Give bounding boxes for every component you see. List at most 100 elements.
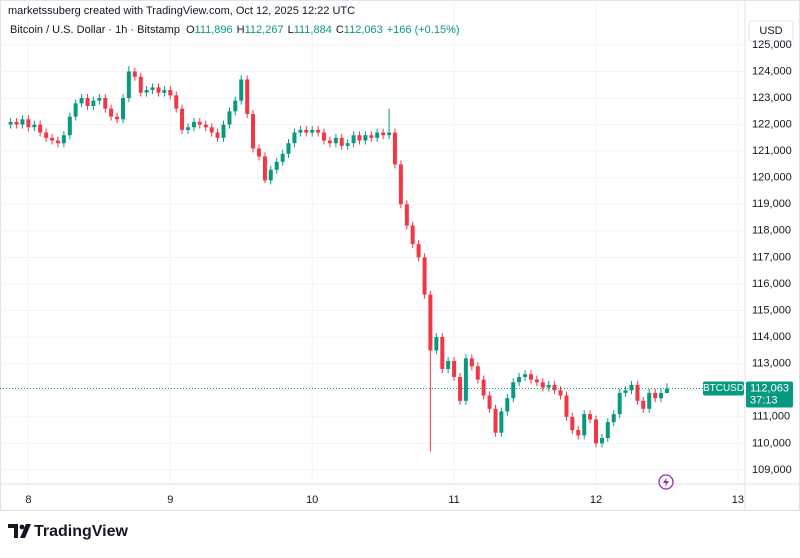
candle-body xyxy=(605,422,610,439)
candle-body xyxy=(215,132,220,138)
candle-body xyxy=(280,153,285,162)
candle-body xyxy=(658,392,663,399)
y-tick-label: 122,000 xyxy=(752,118,792,130)
candle-body xyxy=(20,119,25,125)
candle-body xyxy=(570,416,575,431)
y-tick-label: 111,000 xyxy=(752,411,790,423)
candle-body xyxy=(440,337,445,369)
candle-body xyxy=(582,414,587,436)
readout-key: L xyxy=(288,24,294,36)
readout-value: 111,884 xyxy=(294,24,332,36)
y-tick-label: 118,000 xyxy=(752,225,791,237)
candle-body xyxy=(351,135,356,144)
candle-body xyxy=(197,121,202,125)
candle-body xyxy=(61,135,66,144)
candle-body xyxy=(44,132,49,138)
candle-body xyxy=(298,129,303,133)
candle-body xyxy=(434,337,439,351)
candle-body xyxy=(493,408,498,433)
x-tick-label: 13 xyxy=(732,494,744,506)
candle-body xyxy=(369,135,374,138)
candle-body xyxy=(398,164,403,205)
candle-body xyxy=(333,137,338,144)
candle-body xyxy=(576,430,581,436)
candle-body xyxy=(132,71,137,77)
change: +166 (+0.15%) xyxy=(387,24,460,36)
candle-body xyxy=(256,148,261,157)
y-tick-label: 109,000 xyxy=(752,464,792,476)
candle-body xyxy=(38,124,43,133)
logo xyxy=(8,524,31,538)
y-tick-label: 113,000 xyxy=(752,358,791,370)
candle-body xyxy=(463,358,468,401)
y-tick-label: 116,000 xyxy=(752,278,791,290)
y-tick-label: 123,000 xyxy=(752,92,792,104)
candle-body xyxy=(26,119,31,128)
candle-body xyxy=(233,100,238,112)
candle-body xyxy=(209,127,214,133)
candle-body xyxy=(511,382,516,399)
candle-body xyxy=(392,132,397,165)
candle-body xyxy=(174,95,179,109)
candle-body xyxy=(458,376,463,401)
candle-body xyxy=(50,137,55,141)
candle-body xyxy=(363,135,368,141)
readout-key: H xyxy=(237,24,245,36)
x-tick-label: 12 xyxy=(590,494,602,506)
readout-value: 111,896 xyxy=(195,24,233,36)
candle-body xyxy=(14,121,19,125)
candle-body xyxy=(304,129,309,133)
candle-body xyxy=(416,244,421,258)
candle-body xyxy=(546,384,551,388)
attribution: marketssuberg created with TradingView.c… xyxy=(8,5,355,17)
x-tick-label: 8 xyxy=(25,494,31,506)
candle-body xyxy=(221,124,226,138)
y-tick-label: 110,000 xyxy=(752,437,791,449)
y-tick-label: 115,000 xyxy=(752,304,791,316)
candle-body xyxy=(109,108,114,117)
candle-body xyxy=(529,374,534,380)
candle-body xyxy=(375,132,380,138)
candle-body xyxy=(428,294,433,351)
symbol-header: Bitcoin / U.S. Dollar · 1h · Bitstamp O11… xyxy=(10,24,460,36)
candle-body xyxy=(245,79,250,114)
grid xyxy=(0,0,745,484)
candle-body xyxy=(475,366,480,380)
candle-body xyxy=(517,376,522,383)
candle-body xyxy=(186,127,191,130)
lightning-icon xyxy=(658,474,674,490)
candle-body xyxy=(67,116,72,136)
candle-body xyxy=(381,132,386,136)
candle-body xyxy=(611,414,616,423)
candle-body xyxy=(310,129,315,133)
candle-body xyxy=(191,121,196,128)
last-price-text: 112,063 xyxy=(750,382,789,394)
candles xyxy=(8,66,669,452)
chart-frame xyxy=(0,0,800,511)
candle-body xyxy=(552,384,557,391)
candle-body xyxy=(534,379,539,383)
readout-value: 112,267 xyxy=(245,24,284,36)
candle-body xyxy=(446,361,451,369)
candle-body xyxy=(73,103,78,117)
candle-body xyxy=(32,124,37,128)
candle-body xyxy=(274,161,279,170)
candle-body xyxy=(327,140,332,144)
symbol-title: Bitcoin / U.S. Dollar · 1h · Bitstamp xyxy=(10,24,180,36)
y-tick-label: 125,000 xyxy=(752,39,792,51)
candle-body xyxy=(203,124,208,128)
currency-box xyxy=(748,20,794,42)
candle-body xyxy=(499,411,504,433)
readout-key: C xyxy=(336,24,344,36)
candle-body xyxy=(138,76,143,93)
y-tick-label: 120,000 xyxy=(752,172,792,184)
candle-body xyxy=(410,225,415,245)
candle-body xyxy=(339,137,344,146)
footer-brand: TradingView xyxy=(34,523,129,540)
candle-body xyxy=(97,98,102,101)
candle-body xyxy=(469,358,474,367)
candle-body xyxy=(664,388,669,393)
candle-body xyxy=(227,111,232,125)
candle-body xyxy=(564,395,569,417)
